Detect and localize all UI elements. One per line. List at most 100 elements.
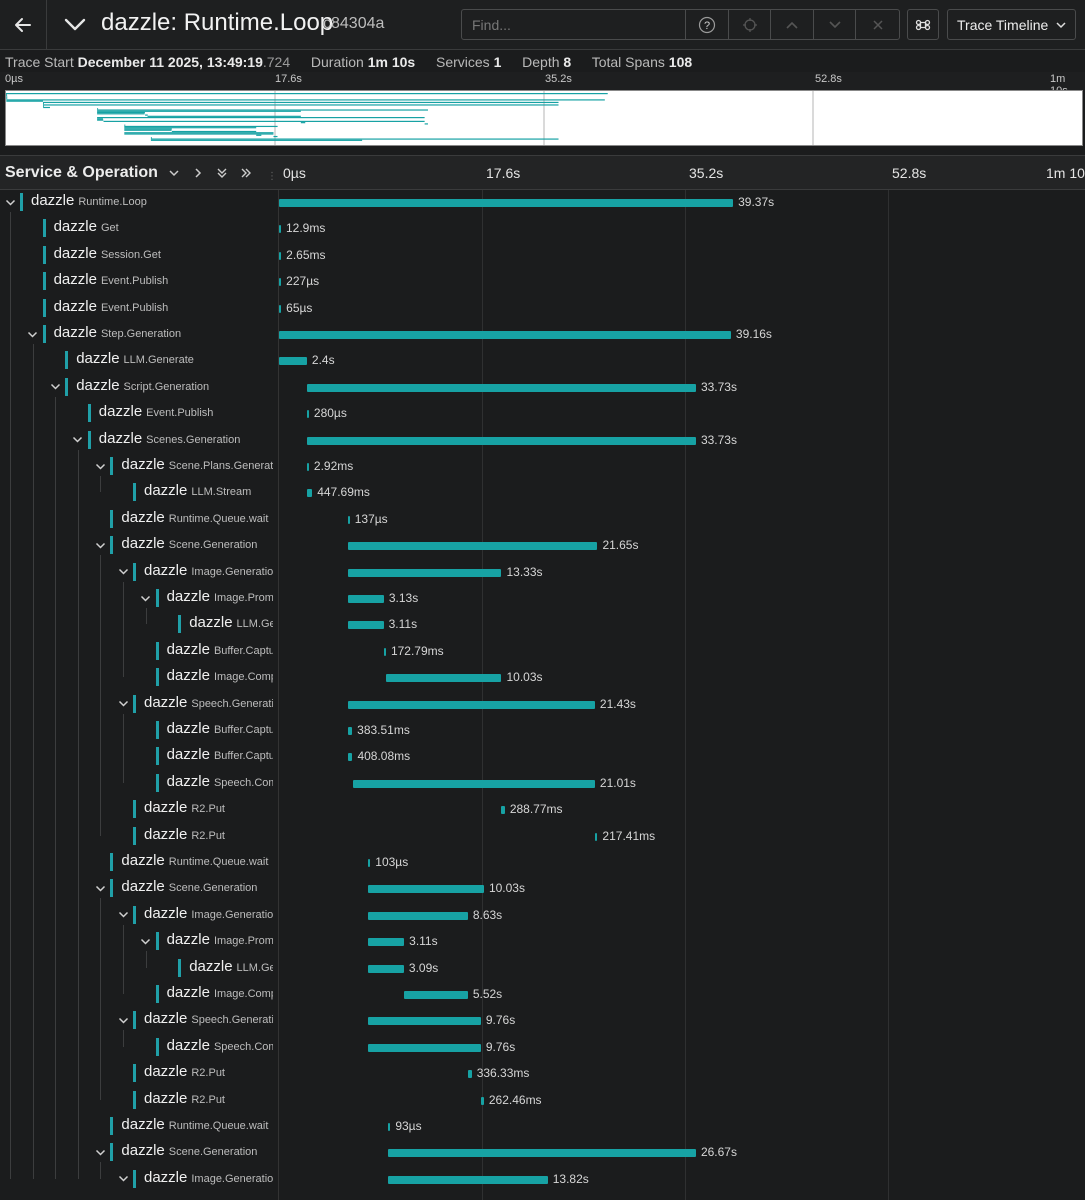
span-bar[interactable] [368,859,371,867]
span-collapse-toggle[interactable] [94,882,106,894]
span-bar[interactable] [279,357,307,366]
span-label[interactable]: dazzle Scene.Generation [121,1142,273,1160]
span-row[interactable]: dazzle LLM.Generate 2.4s [0,348,1085,374]
span-bar[interactable] [404,991,468,999]
span-row[interactable]: dazzle Image.Generation 13.33s [0,560,1085,586]
span-collapse-toggle[interactable] [140,592,152,604]
find-input[interactable] [462,10,687,39]
find-help-button[interactable]: ? [686,10,729,39]
span-row[interactable]: dazzle Session.Get 2.65ms [0,243,1085,269]
span-row[interactable]: dazzle R2.Put 288.77ms [0,797,1085,823]
span-bar[interactable] [368,911,468,920]
span-label[interactable]: dazzle Step.Generation [54,324,273,342]
collapse-trace-button[interactable] [60,12,90,38]
span-bar[interactable] [306,410,309,419]
span-bar[interactable] [279,304,282,313]
collapse-one-button[interactable] [166,165,182,181]
span-label[interactable]: dazzle Script.Generation [76,377,273,395]
span-collapse-toggle[interactable] [72,434,84,446]
span-bar[interactable] [388,1123,391,1131]
span-row[interactable]: dazzle Runtime.Queue.wait 103µs [0,850,1085,876]
span-bar[interactable] [306,383,696,392]
span-row[interactable]: dazzle Scenes.Generation 33.73s [0,428,1085,454]
span-row[interactable]: dazzle Event.Publish 227µs [0,269,1085,295]
span-label[interactable]: dazzle Event.Publish [54,298,273,316]
span-label[interactable]: dazzle Scene.Generation [121,878,273,896]
span-bar[interactable] [368,1043,481,1052]
span-bar[interactable] [279,251,282,260]
span-collapse-toggle[interactable] [117,1014,129,1026]
span-bar[interactable] [279,199,734,207]
span-label[interactable]: dazzle R2.Put [144,1063,273,1081]
span-bar[interactable] [347,727,353,735]
span-collapse-toggle[interactable] [94,1146,106,1158]
locate-span-button[interactable] [729,10,772,39]
span-collapse-toggle[interactable] [4,196,16,208]
span-label[interactable]: dazzle Runtime.Queue.wait [121,852,273,870]
span-collapse-toggle[interactable] [117,566,129,578]
expand-one-button[interactable] [190,165,206,181]
span-bar[interactable] [306,436,696,445]
span-bar[interactable] [347,700,595,709]
span-row[interactable]: dazzle Runtime.Queue.wait 137µs [0,507,1085,533]
span-label[interactable]: dazzle Image.Generation [144,1169,273,1187]
span-row[interactable]: dazzle Runtime.Queue.wait 93µs [0,1114,1085,1140]
span-label[interactable]: dazzle R2.Put [144,826,273,844]
span-bar[interactable] [383,647,386,656]
span-bar[interactable] [594,832,598,841]
back-button[interactable] [0,0,47,49]
span-bar[interactable] [368,885,484,894]
span-collapse-toggle[interactable] [117,1173,129,1185]
span-row[interactable]: dazzle Get 12.9ms [0,216,1085,242]
view-mode-select[interactable]: Trace Timeline [947,9,1076,40]
span-label[interactable]: dazzle Image.Generation [144,905,273,923]
span-collapse-toggle[interactable] [140,935,152,947]
span-row[interactable]: dazzle Step.Generation 39.16s [0,322,1085,348]
span-label[interactable]: dazzle R2.Put [144,799,273,817]
span-bar[interactable] [368,938,405,947]
span-bar[interactable] [347,753,353,762]
span-row[interactable]: dazzle Script.Generation 33.73s [0,375,1085,401]
span-collapse-toggle[interactable] [117,909,129,921]
column-resize-handle[interactable]: ⋮ [267,171,277,182]
span-row[interactable]: dazzle Event.Publish 65µs [0,296,1085,322]
span-collapse-toggle[interactable] [117,698,129,710]
prev-match-button[interactable] [771,10,814,39]
span-bar[interactable] [480,1096,484,1105]
span-row[interactable]: dazzle R2.Put 217.41ms [0,824,1085,850]
span-bar[interactable] [352,779,595,788]
span-bar[interactable] [279,331,731,339]
span-row[interactable]: dazzle Image.Generation 8.63s [0,903,1085,929]
span-bar[interactable] [467,1070,472,1079]
next-match-button[interactable] [814,10,857,39]
span-bar[interactable] [501,806,505,815]
span-bar[interactable] [388,1149,696,1158]
clear-find-button[interactable] [856,10,899,39]
span-bar[interactable] [385,674,502,683]
span-bar[interactable] [347,621,384,630]
collapse-all-button[interactable] [214,165,230,181]
span-row[interactable]: dazzle Runtime.Loop 39.37s [0,190,1085,216]
span-row[interactable]: dazzle R2.Put 336.33ms [0,1061,1085,1087]
span-label[interactable]: dazzle Get [54,218,273,236]
span-label[interactable]: dazzle Event.Publish [54,271,273,289]
span-label[interactable]: dazzle Scenes.Generation [99,430,273,448]
span-bar[interactable] [307,489,313,498]
